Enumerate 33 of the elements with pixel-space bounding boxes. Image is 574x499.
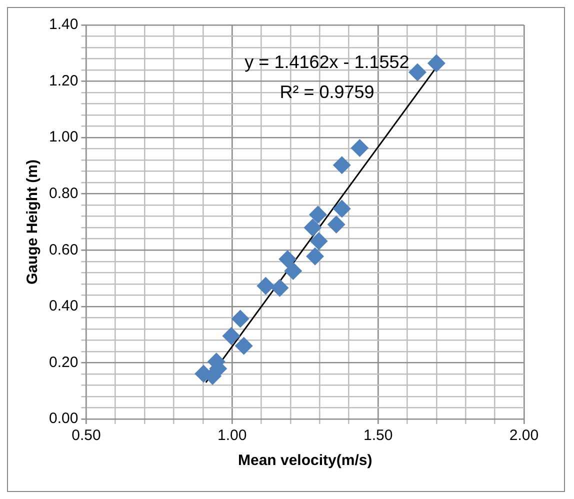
point [327,216,346,234]
point [278,250,297,268]
y-tick-label: 0.60 [48,241,78,258]
point [284,262,302,280]
point [427,54,446,72]
y-tick-label: 0.20 [48,354,78,371]
point [332,156,351,174]
point [270,278,289,297]
y-tick-label: 1.40 [48,16,78,34]
x-axis-title: Mean velocity(m/s) [238,452,372,470]
point [306,247,324,266]
x-tick-label: 1.50 [363,427,393,444]
point [332,200,351,218]
annotation: R² = 0.9759 [280,82,374,102]
y-tick-label: 1.20 [48,72,78,90]
y-axis-title: Gauge Height (m) [24,159,42,285]
x-tick-label: 0.50 [72,427,101,444]
x-tick-label: 2.00 [509,427,539,444]
point [304,218,322,237]
y-tick-label: 0.80 [48,185,78,202]
point [231,310,250,328]
y-tick-label: 0.40 [48,298,78,315]
point [408,63,426,82]
point [308,206,327,224]
point [222,326,240,345]
point [256,276,275,295]
x-tick-label: 1.00 [218,427,247,444]
point [234,336,253,355]
annotation: y = 1.4162x - 1.1552 [244,52,410,72]
point [350,138,369,157]
y-tick-label: 1.00 [48,128,78,146]
point [310,232,328,250]
y-tick-label: 0.00 [48,410,78,428]
